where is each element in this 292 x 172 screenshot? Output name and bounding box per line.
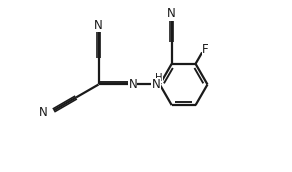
Text: N: N	[128, 78, 137, 91]
Text: N: N	[94, 19, 103, 32]
Text: N: N	[152, 78, 161, 91]
Text: N: N	[39, 105, 48, 119]
Text: N: N	[167, 7, 176, 20]
Text: F: F	[202, 43, 209, 56]
Text: H: H	[155, 73, 163, 83]
